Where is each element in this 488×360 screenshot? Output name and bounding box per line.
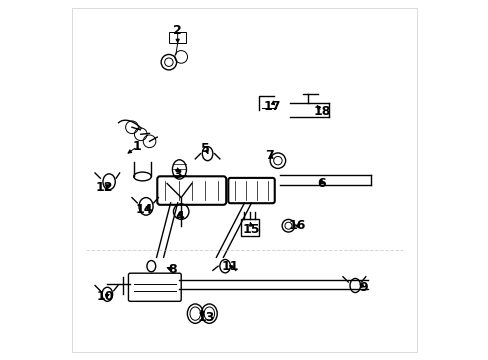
Text: 2: 2 <box>173 24 182 37</box>
Bar <box>168 32 186 43</box>
Text: 13: 13 <box>197 311 214 324</box>
Text: 7: 7 <box>264 149 273 162</box>
Text: 6: 6 <box>317 177 325 190</box>
Text: 12: 12 <box>95 180 112 194</box>
Text: 16: 16 <box>288 219 305 232</box>
Text: 5: 5 <box>201 142 210 155</box>
Text: 8: 8 <box>168 263 176 276</box>
Bar <box>241 219 258 236</box>
Text: 10: 10 <box>97 289 114 302</box>
Text: 9: 9 <box>359 281 367 294</box>
Text: 1: 1 <box>133 140 142 153</box>
Text: 4: 4 <box>175 211 183 224</box>
Text: 17: 17 <box>264 100 281 113</box>
Text: 14: 14 <box>135 203 153 216</box>
Text: 15: 15 <box>242 223 260 236</box>
Text: 18: 18 <box>312 105 330 118</box>
Text: 11: 11 <box>221 260 239 273</box>
Text: 3: 3 <box>173 168 182 181</box>
